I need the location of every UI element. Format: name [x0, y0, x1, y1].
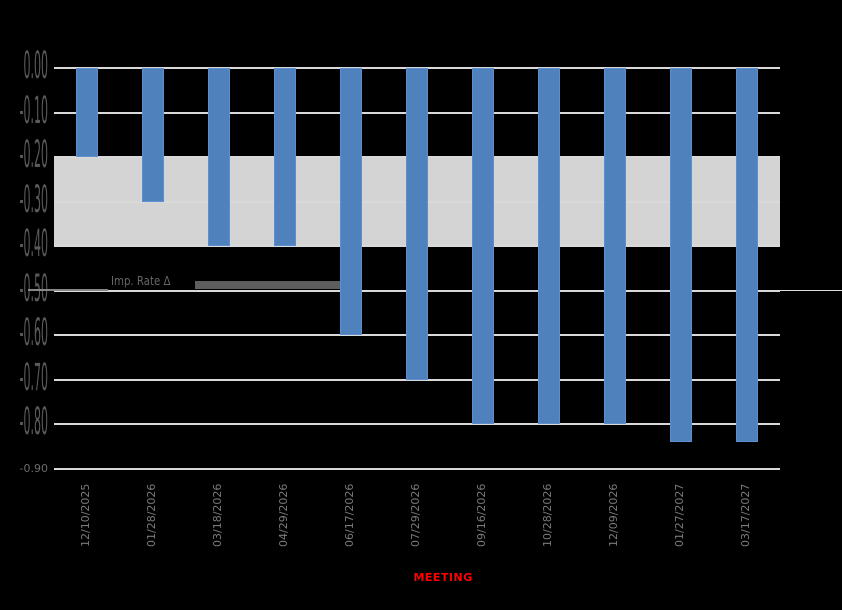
bar-12-10-2025 [76, 68, 98, 158]
bar-07-29-2026 [406, 68, 428, 380]
bar-12-09-2026 [604, 68, 626, 425]
bar-10-28-2026 [538, 68, 560, 425]
y-tick-label: -0.10 [19, 88, 48, 133]
gridline [54, 378, 780, 381]
y-tick-label: -0.90 [19, 462, 48, 475]
annotation-line [28, 288, 108, 291]
y-tick-label: -0.60 [19, 311, 48, 356]
annotation-extension-line [780, 289, 842, 291]
annotation-label: Imp. Rate Δ [111, 273, 171, 288]
y-tick-label: 0.00 [23, 44, 49, 89]
annotation-marker [195, 280, 340, 289]
y-tick-label: -0.70 [19, 356, 48, 401]
x-tick-label: 10/28/2026 [541, 483, 554, 547]
x-tick-label: 12/09/2026 [607, 483, 620, 547]
bar-01-28-2026 [142, 68, 164, 202]
bar-01-27-2027 [670, 68, 692, 443]
y-tick-label: -0.20 [19, 133, 48, 178]
bar-04-29-2026 [274, 68, 296, 247]
x-tick-label: 12/10/2025 [79, 483, 92, 547]
y-tick-label: -0.50 [19, 266, 48, 312]
x-tick-label: 03/18/2026 [211, 483, 224, 547]
gridline [54, 423, 780, 426]
x-tick-label: 06/17/2026 [343, 483, 356, 547]
x-tick-label: 01/27/2027 [673, 483, 686, 547]
x-tick-label: 03/17/2027 [739, 483, 752, 547]
y-tick-label: -0.30 [19, 177, 48, 223]
x-axis-title: MEETING [413, 571, 473, 584]
gridline [54, 468, 780, 470]
x-tick-label: 09/16/2026 [475, 483, 488, 547]
x-tick-label: 07/29/2026 [409, 483, 422, 547]
bar-09-16-2026 [472, 68, 494, 425]
bar-06-17-2026 [340, 68, 362, 336]
x-tick-label: 04/29/2026 [277, 483, 290, 547]
y-tick-label: -0.40 [19, 222, 48, 267]
bar-03-18-2026 [208, 68, 230, 247]
y-tick-label: -0.80 [19, 400, 48, 445]
bar-03-17-2027 [736, 68, 758, 443]
x-tick-label: 01/28/2026 [145, 483, 158, 547]
